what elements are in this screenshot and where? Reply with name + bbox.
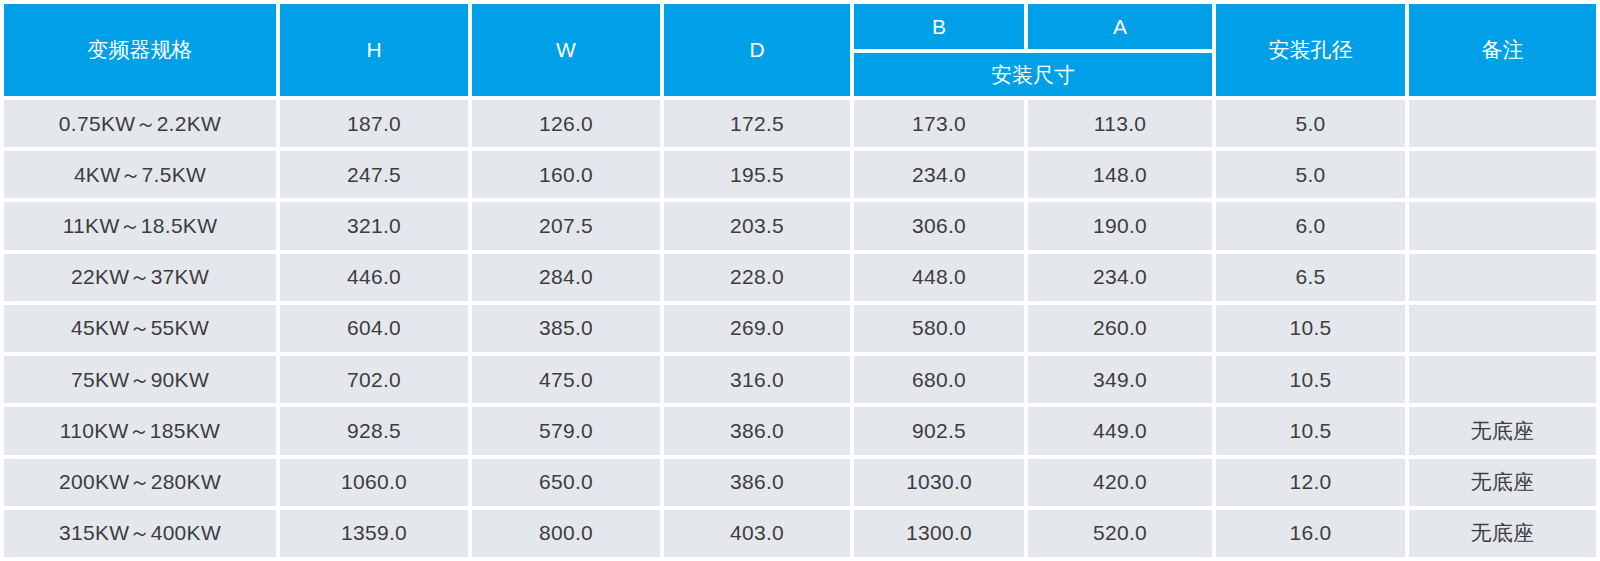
cell-a: 113.0 xyxy=(1028,100,1212,147)
cell-hole-diameter: 6.0 xyxy=(1216,202,1405,249)
cell-remark: 无底座 xyxy=(1409,459,1596,506)
table-row: 0.75KW～2.2KW 187.0 126.0 172.5 173.0 113… xyxy=(4,100,1596,147)
cell-d: 386.0 xyxy=(664,407,850,454)
cell-h: 446.0 xyxy=(280,254,468,301)
cell-h: 187.0 xyxy=(280,100,468,147)
cell-b: 680.0 xyxy=(854,356,1024,403)
table-row: 75KW～90KW 702.0 475.0 316.0 680.0 349.0 … xyxy=(4,356,1596,403)
cell-h: 1359.0 xyxy=(280,510,468,557)
header-row-top: 变频器规格 H W D B A 安装孔径 备注 xyxy=(4,4,1596,49)
cell-b: 902.5 xyxy=(854,407,1024,454)
cell-a: 190.0 xyxy=(1028,202,1212,249)
cell-d: 172.5 xyxy=(664,100,850,147)
cell-inverter-spec: 45KW～55KW xyxy=(4,305,276,352)
table-row: 22KW～37KW 446.0 284.0 228.0 448.0 234.0 … xyxy=(4,254,1596,301)
cell-hole-diameter: 10.5 xyxy=(1216,356,1405,403)
cell-w: 385.0 xyxy=(472,305,660,352)
cell-inverter-spec: 75KW～90KW xyxy=(4,356,276,403)
cell-inverter-spec: 315KW～400KW xyxy=(4,510,276,557)
cell-h: 247.5 xyxy=(280,151,468,198)
cell-hole-diameter: 10.5 xyxy=(1216,407,1405,454)
header-b: B xyxy=(854,4,1024,49)
cell-d: 316.0 xyxy=(664,356,850,403)
cell-b: 173.0 xyxy=(854,100,1024,147)
header-hole-diameter: 安装孔径 xyxy=(1216,4,1405,96)
cell-inverter-spec: 110KW～185KW xyxy=(4,407,276,454)
cell-inverter-spec: 200KW～280KW xyxy=(4,459,276,506)
cell-h: 321.0 xyxy=(280,202,468,249)
cell-w: 284.0 xyxy=(472,254,660,301)
cell-a: 449.0 xyxy=(1028,407,1212,454)
cell-w: 800.0 xyxy=(472,510,660,557)
header-h: H xyxy=(280,4,468,96)
cell-a: 420.0 xyxy=(1028,459,1212,506)
cell-h: 702.0 xyxy=(280,356,468,403)
cell-b: 580.0 xyxy=(854,305,1024,352)
cell-a: 520.0 xyxy=(1028,510,1212,557)
cell-h: 1060.0 xyxy=(280,459,468,506)
cell-a: 234.0 xyxy=(1028,254,1212,301)
cell-remark: 无底座 xyxy=(1409,407,1596,454)
cell-remark xyxy=(1409,254,1596,301)
header-w: W xyxy=(472,4,660,96)
cell-b: 306.0 xyxy=(854,202,1024,249)
table-row: 4KW～7.5KW 247.5 160.0 195.5 234.0 148.0 … xyxy=(4,151,1596,198)
header-inverter-spec: 变频器规格 xyxy=(4,4,276,96)
cell-w: 475.0 xyxy=(472,356,660,403)
cell-d: 269.0 xyxy=(664,305,850,352)
cell-d: 228.0 xyxy=(664,254,850,301)
cell-inverter-spec: 22KW～37KW xyxy=(4,254,276,301)
table-row: 315KW～400KW 1359.0 800.0 403.0 1300.0 52… xyxy=(4,510,1596,557)
cell-hole-diameter: 12.0 xyxy=(1216,459,1405,506)
cell-d: 203.5 xyxy=(664,202,850,249)
cell-inverter-spec: 4KW～7.5KW xyxy=(4,151,276,198)
cell-h: 604.0 xyxy=(280,305,468,352)
header-remarks: 备注 xyxy=(1409,4,1596,96)
cell-remark xyxy=(1409,305,1596,352)
cell-h: 928.5 xyxy=(280,407,468,454)
inverter-dimensions-table: 变频器规格 H W D B A 安装孔径 备注 安装尺寸 0.75KW～2.2K… xyxy=(0,0,1600,561)
cell-hole-diameter: 5.0 xyxy=(1216,151,1405,198)
table-row: 110KW～185KW 928.5 579.0 386.0 902.5 449.… xyxy=(4,407,1596,454)
cell-remark xyxy=(1409,356,1596,403)
cell-b: 448.0 xyxy=(854,254,1024,301)
cell-hole-diameter: 16.0 xyxy=(1216,510,1405,557)
cell-d: 403.0 xyxy=(664,510,850,557)
cell-remark xyxy=(1409,151,1596,198)
cell-w: 160.0 xyxy=(472,151,660,198)
table-row: 200KW～280KW 1060.0 650.0 386.0 1030.0 42… xyxy=(4,459,1596,506)
cell-hole-diameter: 6.5 xyxy=(1216,254,1405,301)
cell-w: 650.0 xyxy=(472,459,660,506)
header-mounting-size: 安装尺寸 xyxy=(854,53,1212,96)
cell-remark xyxy=(1409,202,1596,249)
cell-remark xyxy=(1409,100,1596,147)
table-body: 0.75KW～2.2KW 187.0 126.0 172.5 173.0 113… xyxy=(4,100,1596,557)
cell-d: 195.5 xyxy=(664,151,850,198)
cell-w: 207.5 xyxy=(472,202,660,249)
header-d: D xyxy=(664,4,850,96)
cell-remark: 无底座 xyxy=(1409,510,1596,557)
cell-hole-diameter: 10.5 xyxy=(1216,305,1405,352)
cell-b: 1300.0 xyxy=(854,510,1024,557)
cell-b: 1030.0 xyxy=(854,459,1024,506)
table-row: 45KW～55KW 604.0 385.0 269.0 580.0 260.0 … xyxy=(4,305,1596,352)
cell-inverter-spec: 11KW～18.5KW xyxy=(4,202,276,249)
cell-hole-diameter: 5.0 xyxy=(1216,100,1405,147)
cell-b: 234.0 xyxy=(854,151,1024,198)
header-a: A xyxy=(1028,4,1212,49)
cell-w: 579.0 xyxy=(472,407,660,454)
table-row: 11KW～18.5KW 321.0 207.5 203.5 306.0 190.… xyxy=(4,202,1596,249)
cell-d: 386.0 xyxy=(664,459,850,506)
cell-a: 148.0 xyxy=(1028,151,1212,198)
cell-inverter-spec: 0.75KW～2.2KW xyxy=(4,100,276,147)
cell-a: 260.0 xyxy=(1028,305,1212,352)
cell-w: 126.0 xyxy=(472,100,660,147)
cell-a: 349.0 xyxy=(1028,356,1212,403)
